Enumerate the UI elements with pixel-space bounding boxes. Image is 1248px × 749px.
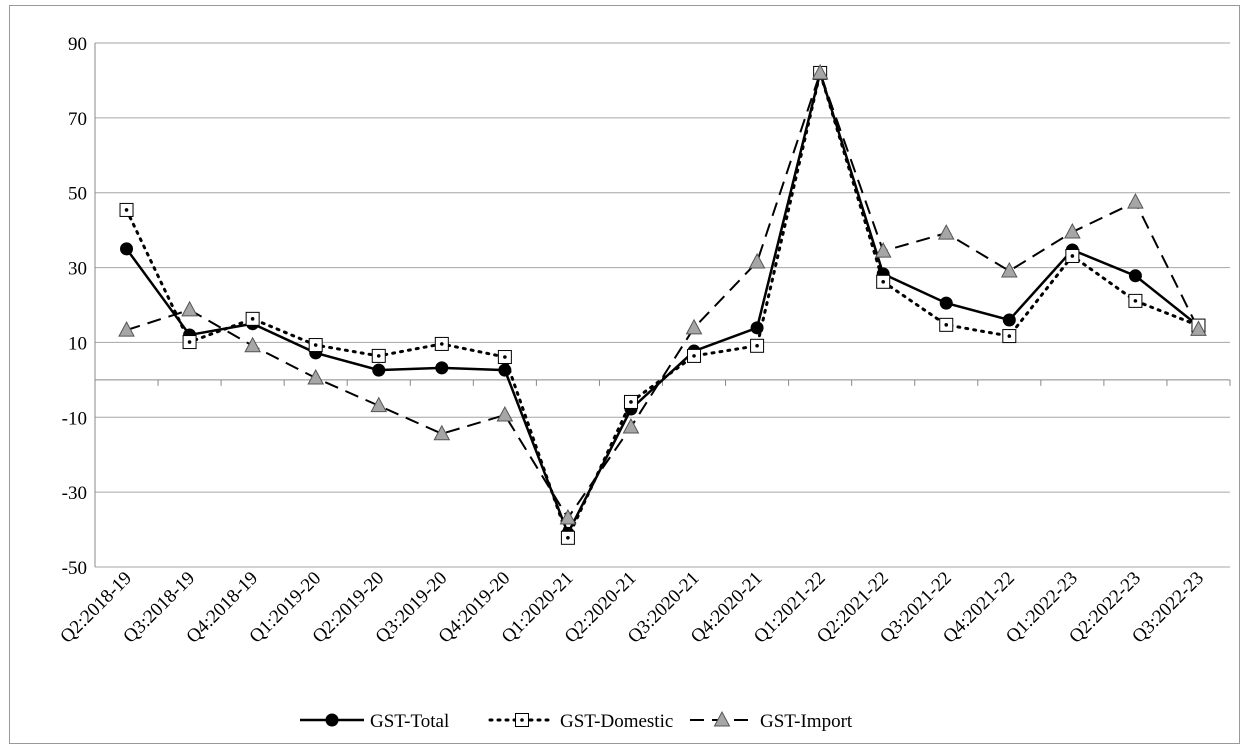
legend-item: GST-Domestic [488,711,673,732]
marker-square [939,317,954,332]
marker-triangle [370,396,388,413]
marker-square [515,713,529,727]
marker-square [308,338,323,353]
marker-triangle [1064,222,1081,239]
y-tick-label: -30 [62,483,87,504]
marker-square [876,274,891,289]
legend-label: GST-Total [370,711,449,732]
marker-circle [939,296,953,310]
series-line [126,69,1200,520]
marker-triangle [559,508,577,525]
marker-square-dot [250,317,255,321]
legend-label: GST-Import [760,711,853,732]
legend-label: GST-Domestic [560,711,673,732]
marker-square-dot [187,340,192,344]
marker-square [182,335,197,350]
marker-triangle [685,318,703,335]
marker-circle [1002,313,1016,327]
series-line [125,67,1200,542]
y-tick-label: 70 [68,109,87,130]
marker-circle [1128,269,1142,283]
marker-square-dot [520,718,524,722]
marker-square [1065,248,1080,263]
marker-square-dot [566,536,570,540]
marker-triangle [433,424,451,441]
y-tick-label: 50 [68,184,87,205]
marker-circle [372,363,386,377]
marker-square-dot [629,400,633,404]
marker-triangle [496,405,514,422]
marker-square-dot [376,354,381,358]
marker-square-dot [503,355,507,359]
marker-triangle [874,242,892,258]
marker-circle [498,363,512,377]
marker-square [1128,293,1143,308]
y-tick-label: -50 [62,558,87,579]
marker-square-dot [944,323,949,327]
marker-circle [120,242,134,256]
y-tick-label: 10 [68,333,87,354]
marker-circle [435,361,449,375]
marker-square [245,311,260,326]
marker-triangle [748,252,766,269]
marker-square [750,338,765,353]
marker-square-dot [313,343,318,347]
marker-square-dot [1070,254,1075,258]
marker-triangle [244,336,261,353]
marker-square [497,350,512,365]
marker-square-dot [881,279,885,284]
marker-triangle [181,300,198,317]
marker-triangle [622,417,640,434]
marker-square-dot [124,208,129,212]
marker-square [687,348,702,363]
marker-triangle [118,321,135,337]
marker-square [371,348,386,363]
legend-item: GST-Total [300,711,449,732]
marker-square [623,394,638,409]
marker-triangle [937,224,955,240]
marker-square-dot [1133,299,1138,303]
marker-circle [750,321,764,335]
marker-square-dot [440,342,444,346]
marker-triangle [713,710,731,727]
y-tick-label: 90 [68,34,87,55]
y-tick-label: -10 [62,408,87,429]
marker-square-dot [755,343,759,348]
marker-square [119,202,134,217]
marker-square [1002,329,1017,344]
marker-square [560,530,575,545]
marker-triangle [1190,320,1207,336]
marker-triangle [307,368,325,385]
marker-triangle [1000,261,1018,278]
marker-square-dot [692,354,696,358]
marker-square-dot [1007,334,1012,338]
series-line [125,68,1200,537]
marker-triangle [811,63,829,80]
legend-item: GST-Import [690,710,853,732]
marker-circle [325,713,339,727]
chart-border [9,5,1240,744]
marker-square [434,336,449,351]
marker-triangle [1127,193,1144,209]
y-tick-label: 30 [68,259,87,280]
